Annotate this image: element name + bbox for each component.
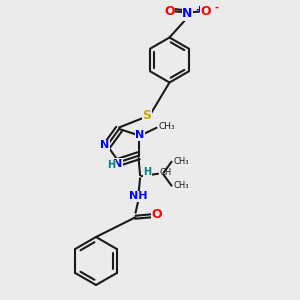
Text: N: N xyxy=(136,130,145,140)
Text: H: H xyxy=(108,160,116,170)
Text: CH₃: CH₃ xyxy=(159,122,175,131)
Text: +: + xyxy=(195,5,202,14)
Text: S: S xyxy=(142,109,152,122)
Text: O: O xyxy=(152,208,163,221)
Text: CH: CH xyxy=(160,168,172,177)
Text: O: O xyxy=(200,4,211,18)
Text: CH₃: CH₃ xyxy=(173,181,189,190)
Text: N: N xyxy=(182,7,193,20)
Text: O: O xyxy=(164,4,175,18)
Text: NH: NH xyxy=(129,191,148,201)
Text: N: N xyxy=(113,158,122,169)
Text: CH₃: CH₃ xyxy=(173,157,189,166)
Text: H: H xyxy=(143,167,152,177)
Text: N: N xyxy=(100,140,109,151)
Text: -: - xyxy=(214,3,218,13)
